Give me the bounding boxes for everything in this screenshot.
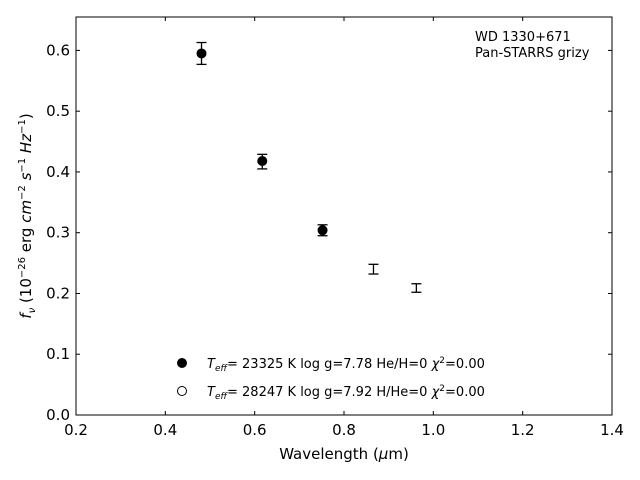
y-tick-label: 0.4	[46, 163, 70, 181]
plot-area	[75, 16, 613, 416]
model-point-1	[257, 156, 268, 167]
y-axis: 0.0 0.1 0.2 0.3 0.4 0.5 0.6	[46, 41, 612, 424]
legend-marker-filled	[177, 358, 187, 368]
x-tick-label: 1.0	[421, 421, 445, 439]
x-tick-label: 0.2	[64, 421, 88, 439]
y-tick-label: 0.3	[46, 224, 70, 242]
y-axis-label: fν (10−26 erg cm−2 s−1 Hz−1)	[17, 113, 38, 318]
legend-entry-1: Teff= 23325 K log g=7.78 He/H=0 χ2=0.00	[207, 356, 485, 374]
x-tick-label: 0.8	[332, 421, 356, 439]
y-tick-label: 0.5	[46, 102, 70, 120]
y-tick-label: 0.2	[46, 284, 70, 302]
y-tick-label: 0.0	[46, 406, 70, 424]
y-tick-label: 0.1	[46, 345, 70, 363]
x-axis: 0.2 0.4 0.6 0.8 1.0 1.2 1.4	[64, 17, 624, 439]
x-tick-label: 1.2	[511, 421, 535, 439]
x-tick-label: 1.4	[600, 421, 624, 439]
legend: Teff= 23325 K log g=7.78 He/H=0 χ2=0.00 …	[177, 356, 485, 402]
model-point-1	[196, 48, 207, 59]
legend-entry-2: Teff= 28247 K log g=7.92 H/He=0 χ2=0.00	[207, 384, 485, 402]
x-tick-label: 0.4	[153, 421, 177, 439]
x-tick-label: 0.6	[243, 421, 267, 439]
x-axis-label: Wavelength (μm)	[279, 445, 409, 463]
legend-marker-open	[177, 386, 187, 396]
model-point-1	[317, 225, 328, 236]
annotation-object-name: WD 1330+671	[475, 30, 571, 45]
annotation-survey-name: Pan-STARRS grizy	[475, 46, 590, 61]
y-tick-label: 0.6	[46, 41, 70, 59]
data-points	[196, 41, 422, 293]
